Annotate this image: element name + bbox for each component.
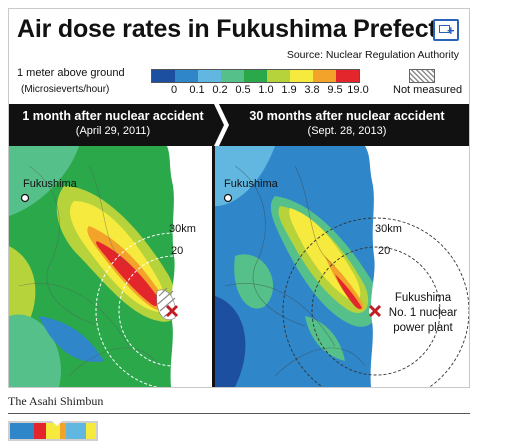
dose-rate-map-figure: Air dose rates in Fukushima Prefecture +… xyxy=(8,8,470,388)
expand-window-icon-frame xyxy=(439,25,450,33)
ring-20km xyxy=(311,246,441,376)
right-panel-date: (Sept. 28, 2013) xyxy=(307,125,387,137)
plant-label-line-1: Fukushima xyxy=(395,292,452,304)
legend-tick-label: 9.5 xyxy=(327,84,343,96)
legend-tick-label: 0.2 xyxy=(212,84,228,96)
right-ring-30km-label: 30km xyxy=(375,223,402,235)
right-plant-marker-icon xyxy=(368,304,382,318)
legend-tick-label: 19.0 xyxy=(347,84,369,96)
left-ring-20km-label: 20 xyxy=(171,245,183,257)
thumbnail-pointer-icon xyxy=(52,421,62,426)
ring-20km xyxy=(118,255,212,367)
legend-tick-label: 0.5 xyxy=(235,84,251,96)
legend-units: (Microsieverts/hour) xyxy=(21,84,110,95)
next-image-thumbnail[interactable] xyxy=(8,421,98,441)
right-ring-20km-label: 20 xyxy=(378,245,390,257)
map-april-2011: Fukushima 30km 20 xyxy=(9,146,212,387)
legend-label: 1 meter above ground xyxy=(17,67,125,79)
thumbnail-map-preview xyxy=(10,423,96,439)
legend-swatch xyxy=(244,70,267,82)
left-ring-30km-label: 30km xyxy=(169,223,196,235)
ring-30km xyxy=(282,217,469,387)
photo-credit: The Asahi Shimbun xyxy=(8,394,104,408)
legend-tick-labels: 0 0.1 0.2 0.5 1.0 1.9 3.8 9.5 19.0 xyxy=(143,84,383,98)
right-panel-header: 30 months after nuclear accident (Sept. … xyxy=(225,104,469,146)
right-city-label: Fukushima xyxy=(224,178,279,190)
left-city-marker xyxy=(20,193,30,203)
right-panel-heading: 30 months after nuclear accident xyxy=(249,109,445,123)
legend-tick-label: 1.0 xyxy=(258,84,274,96)
municipal-borders xyxy=(18,165,160,377)
not-measured-label: Not measured xyxy=(393,84,463,96)
contam-red xyxy=(335,274,362,309)
legend-swatch xyxy=(175,70,198,82)
legend-color-scale xyxy=(151,69,360,83)
left-city-label: Fukushima xyxy=(23,178,78,190)
expand-plus-icon: + xyxy=(447,23,455,38)
legend-swatch xyxy=(152,70,175,82)
left-panel-heading: 1 month after nuclear accident xyxy=(22,109,204,123)
caption-divider xyxy=(8,413,470,414)
land-deepblue-southwest xyxy=(215,296,246,387)
left-panel-header: 1 month after nuclear accident (April 29… xyxy=(9,104,217,146)
not-measured-swatch xyxy=(409,69,435,83)
chevron-right-icon xyxy=(214,104,229,146)
expand-window-icon[interactable]: + xyxy=(433,19,459,41)
contam-red xyxy=(96,241,159,307)
figure-title: Air dose rates in Fukushima Prefecture xyxy=(17,15,447,43)
legend-tick-label: 3.8 xyxy=(304,84,320,96)
panel-divider xyxy=(212,146,215,387)
left-plant-marker-icon xyxy=(165,304,179,318)
plant-label-line-2: No. 1 nuclear xyxy=(389,307,458,319)
land-teal-south xyxy=(305,316,345,361)
ring-30km xyxy=(95,232,212,387)
land-lightblue-north xyxy=(215,146,275,206)
legend-tick-label: 0.1 xyxy=(189,84,205,96)
plant-label-line-3: power plant xyxy=(393,322,453,334)
legend-tick-label: 0 xyxy=(170,84,178,96)
legend-swatch xyxy=(267,70,290,82)
legend-tick-label: 1.9 xyxy=(281,84,297,96)
legend-swatch xyxy=(336,70,359,82)
panel-header-band: 1 month after nuclear accident (April 29… xyxy=(9,104,469,146)
ocean xyxy=(365,146,469,387)
right-city-marker xyxy=(223,193,233,203)
legend-swatch xyxy=(198,70,221,82)
map-sept-2013: Fukushima 30km 20 Fukushima No. 1 nuclea… xyxy=(215,146,469,387)
land-teal-west xyxy=(234,254,274,309)
legend-swatch xyxy=(313,70,336,82)
ocean xyxy=(167,146,212,387)
legend-swatch xyxy=(221,70,244,82)
legend-swatch xyxy=(290,70,313,82)
source-note: Source: Nuclear Regulation Authority xyxy=(286,49,459,61)
land-blue-south xyxy=(39,316,104,362)
left-panel-date: (April 29, 2011) xyxy=(75,125,151,137)
